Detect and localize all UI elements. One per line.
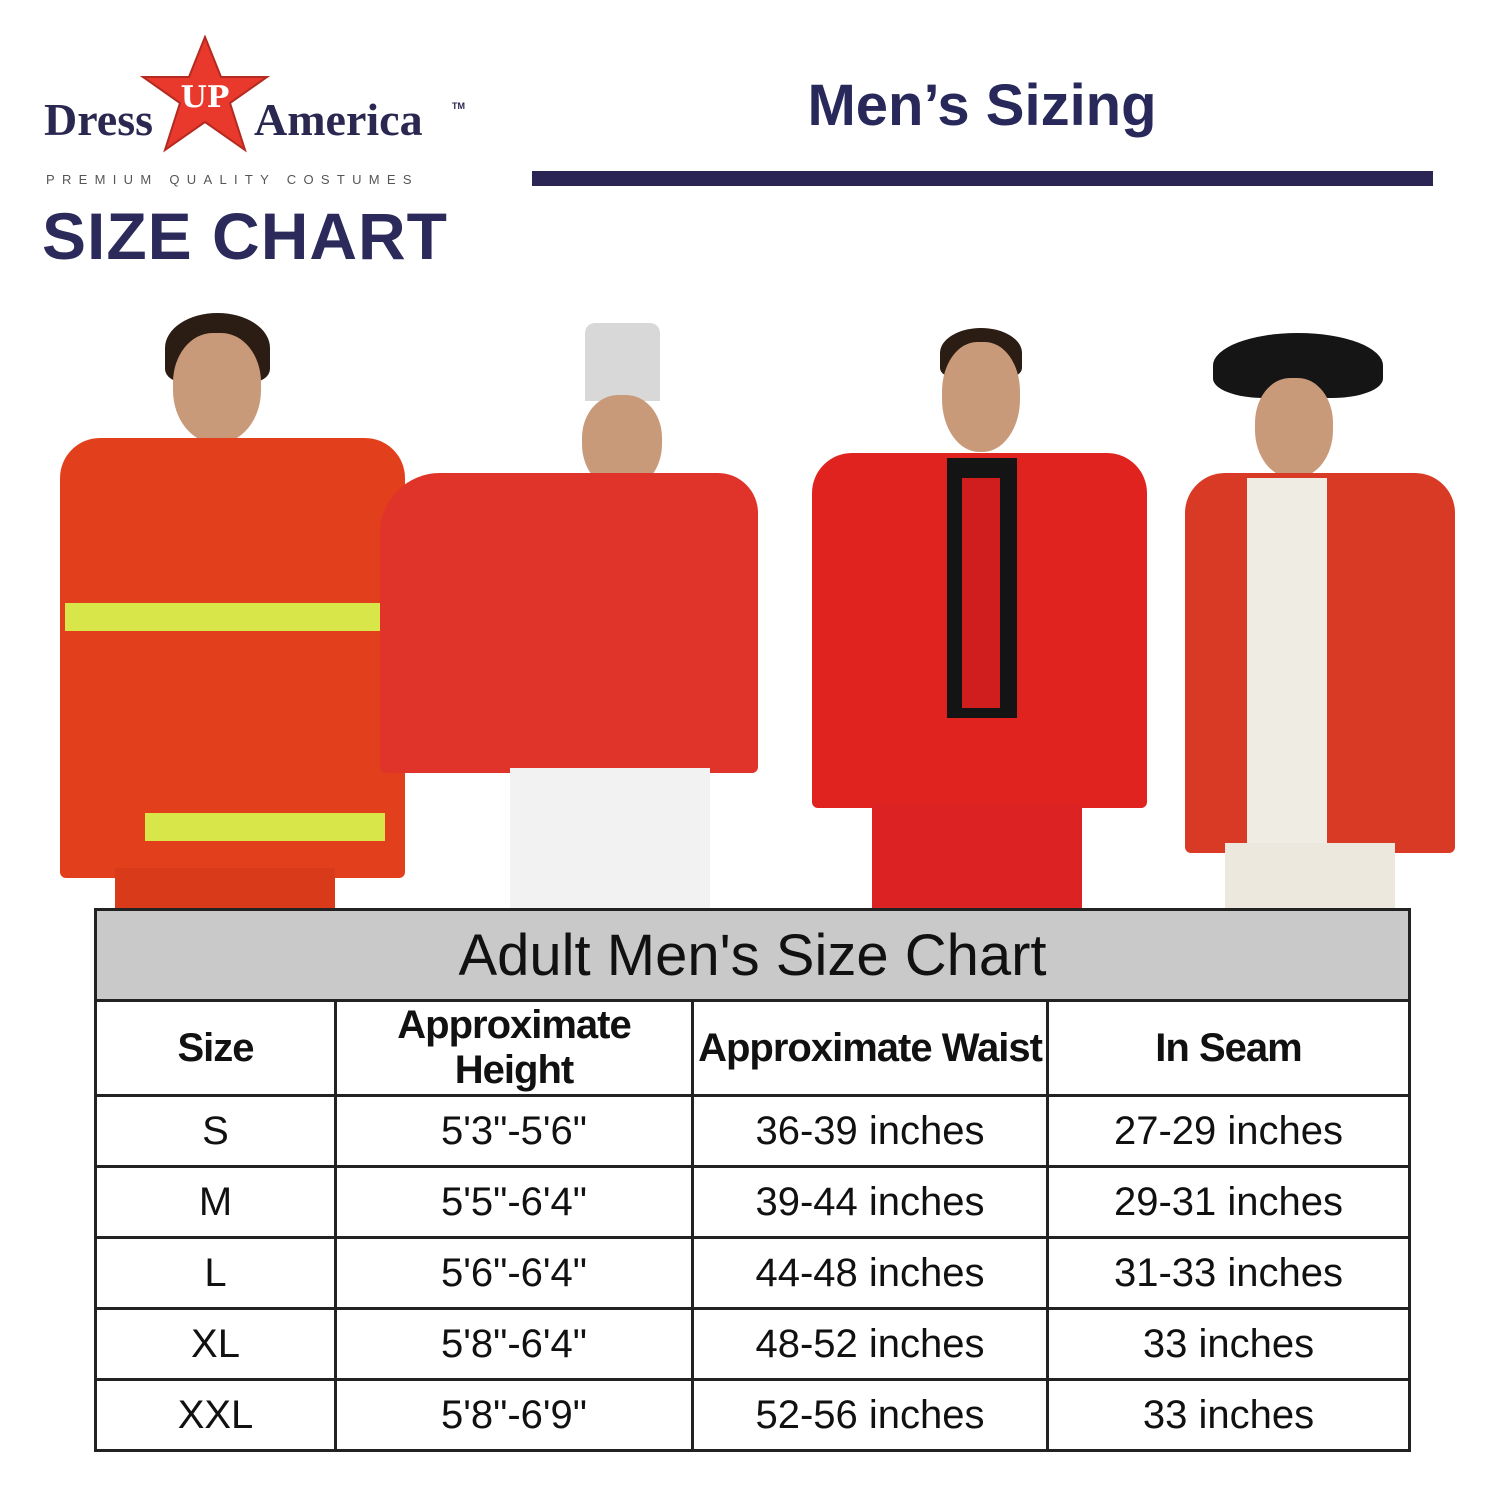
- cell-size: L: [94, 1236, 337, 1310]
- size-chart-label: SIZE CHART: [42, 199, 448, 273]
- table-row: S 5'3"-5'6" 36-39 inches 27-29 inches: [94, 1094, 1411, 1168]
- brand-right: America: [254, 94, 423, 145]
- table-row: M 5'5"-6'4" 39-44 inches 29-31 inches: [94, 1165, 1411, 1239]
- toy-soldier-costume-image: [380, 323, 760, 908]
- header-height: Approximate Height: [334, 999, 694, 1097]
- header-inseam: In Seam: [1046, 999, 1411, 1097]
- table-row: L 5'6"-6'4" 44-48 inches 31-33 inches: [94, 1236, 1411, 1310]
- table-row: XXL 5'8"-6'9" 52-56 inches 33 inches: [94, 1378, 1411, 1452]
- header-waist: Approximate Waist: [691, 999, 1049, 1097]
- cell-height: 5'8"-6'4": [334, 1307, 694, 1381]
- table-header-row: Size Approximate Height Approximate Wais…: [94, 999, 1411, 1097]
- cell-waist: 36-39 inches: [691, 1094, 1049, 1168]
- red-suit-costume-image: [812, 328, 1147, 908]
- cell-inseam: 29-31 inches: [1046, 1165, 1411, 1239]
- tagline: PREMIUM QUALITY COSTUMES: [46, 172, 419, 187]
- cell-inseam: 31-33 inches: [1046, 1236, 1411, 1310]
- cell-waist: 44-48 inches: [691, 1236, 1049, 1310]
- cell-inseam: 27-29 inches: [1046, 1094, 1411, 1168]
- firefighter-costume-image: [55, 313, 410, 908]
- cell-height: 5'5"-6'4": [334, 1165, 694, 1239]
- cell-size: S: [94, 1094, 337, 1168]
- revolutionary-redcoat-costume-image: [1185, 333, 1460, 908]
- table-title: Adult Men's Size Chart: [94, 908, 1411, 1002]
- cell-inseam: 33 inches: [1046, 1378, 1411, 1452]
- title-divider: [532, 171, 1433, 186]
- cell-height: 5'3"-5'6": [334, 1094, 694, 1168]
- cell-waist: 39-44 inches: [691, 1165, 1049, 1239]
- cell-size: XL: [94, 1307, 337, 1381]
- dress-up-america-logo: UP Dress America TM PREMIUM QUALITY COST…: [40, 35, 470, 275]
- trademark: TM: [452, 101, 465, 111]
- cell-height: 5'6"-6'4": [334, 1236, 694, 1310]
- brand-left: Dress: [44, 94, 154, 145]
- cell-waist: 48-52 inches: [691, 1307, 1049, 1381]
- header-size: Size: [94, 999, 337, 1097]
- cell-size: M: [94, 1165, 337, 1239]
- star-icon: UP: [139, 35, 271, 153]
- size-chart-table: Adult Men's Size Chart Size Approximate …: [94, 908, 1411, 1452]
- page-title: Men’s Sizing: [807, 73, 1157, 138]
- cell-inseam: 33 inches: [1046, 1307, 1411, 1381]
- table-row: XL 5'8"-6'4" 48-52 inches 33 inches: [94, 1307, 1411, 1381]
- cell-waist: 52-56 inches: [691, 1378, 1049, 1452]
- cell-size: XXL: [94, 1378, 337, 1452]
- logo-up-text: UP: [181, 80, 230, 115]
- cell-height: 5'8"-6'9": [334, 1378, 694, 1452]
